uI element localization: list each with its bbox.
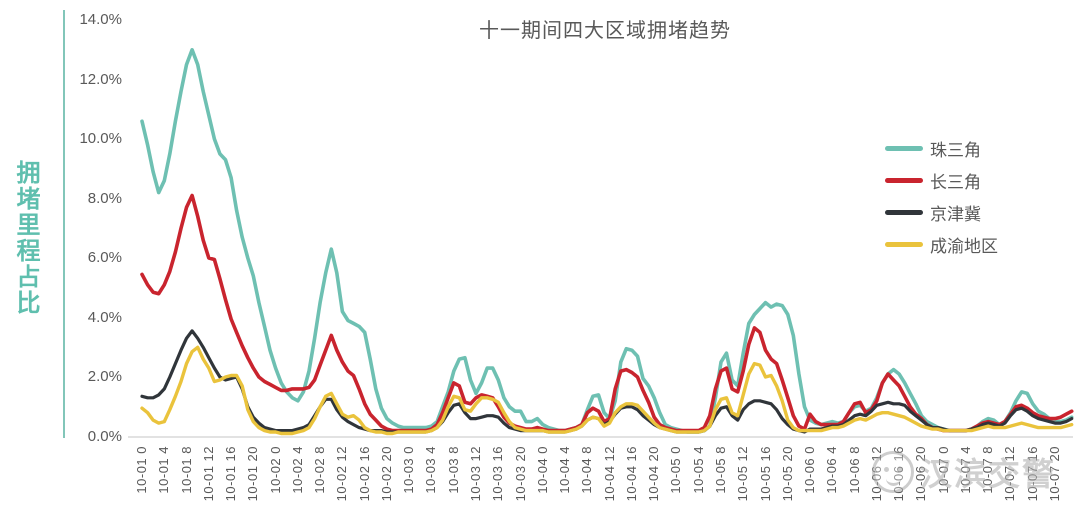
y-tick-label: 10.0%: [79, 130, 122, 147]
legend-label-chang-san-jiao: 长三角: [930, 172, 981, 192]
y-tick-label: 14.0%: [79, 11, 122, 28]
legend-swatch-cheng-yu: [885, 241, 923, 247]
legend-swatch-jing-jin-ji: [885, 209, 923, 215]
legend-item-chang-san-jiao: 长三角: [885, 164, 998, 196]
legend-swatch-zhu-san-jiao: [885, 145, 923, 151]
legend-label-jing-jin-ji: 京津冀: [930, 204, 981, 224]
series-line-cheng-yu: [140, 345, 1074, 436]
legend-item-cheng-yu: 成渝地区: [885, 228, 998, 260]
legend-label-cheng-yu: 成渝地区: [930, 236, 998, 256]
chart-title: 十一期间四大区域拥堵趋势: [479, 20, 731, 42]
y-axis-line: [63, 10, 65, 438]
legend-item-jing-jin-ji: 京津冀: [885, 196, 998, 228]
y-tick-label: 12.0%: [79, 70, 122, 88]
legend-swatch-chang-san-jiao: [885, 177, 923, 183]
legend: 珠三角长三角京津冀成渝地区: [885, 132, 998, 260]
y-tick-label: 4.0%: [87, 308, 122, 326]
y-axis-title: 拥堵里程占比: [12, 160, 39, 316]
y-tick-label: 6.0%: [87, 249, 122, 266]
legend-label-zhu-san-jiao: 珠三角: [930, 140, 981, 160]
y-tick-label: 0.0%: [87, 427, 122, 445]
legend-item-zhu-san-jiao: 珠三角: [885, 132, 998, 164]
y-tick-label: 2.0%: [87, 368, 122, 385]
series-line-zhu-san-jiao: [140, 48, 1074, 434]
y-tick-label: 8.0%: [87, 189, 122, 207]
